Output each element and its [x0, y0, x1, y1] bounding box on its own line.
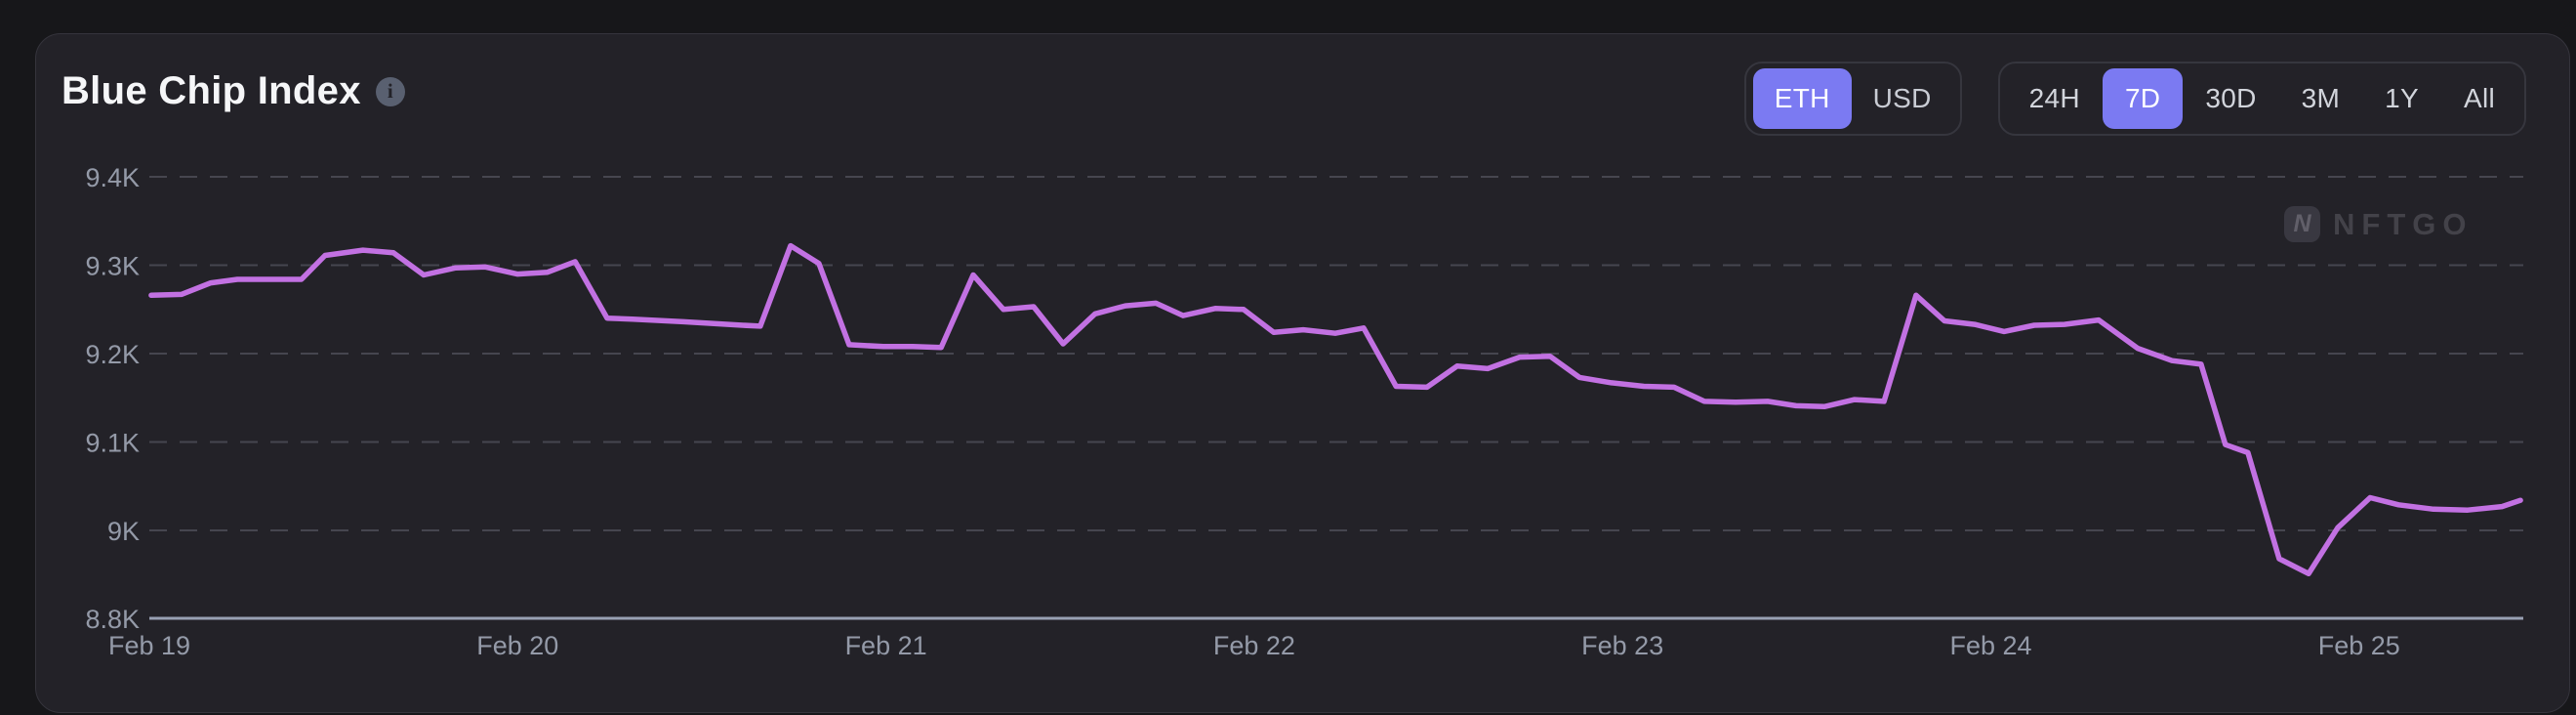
currency-usd-button[interactable]: USD [1852, 68, 1953, 129]
card-header: Blue Chip Index i [61, 69, 405, 113]
price-line [148, 242, 2523, 577]
currency-toggle-group: ETH USD [1743, 62, 1962, 136]
range-all-button[interactable]: All [2441, 68, 2517, 129]
y-tick-label: 8.8K [85, 605, 140, 634]
blue-chip-index-card: Blue Chip Index i ETH USD 24H 7D 30D 3M … [35, 33, 2570, 713]
y-tick-label: 9.3K [85, 252, 140, 281]
page-title: Blue Chip Index [61, 69, 361, 112]
range-3m-button[interactable]: 3M [2279, 68, 2363, 129]
x-tick-label: Feb 19 [108, 631, 190, 660]
range-30d-button[interactable]: 30D [2183, 68, 2278, 129]
currency-eth-button[interactable]: ETH [1752, 68, 1852, 129]
range-7d-button[interactable]: 7D [2102, 68, 2184, 129]
chart-controls: ETH USD 24H 7D 30D 3M 1Y All [1743, 62, 2526, 136]
x-tick-label: Feb 23 [1581, 631, 1663, 660]
y-tick-label: 9.2K [85, 340, 140, 369]
y-tick-label: 9.1K [85, 429, 140, 458]
x-tick-label: Feb 25 [2318, 631, 2400, 660]
x-tick-label: Feb 20 [476, 631, 558, 660]
range-24h-button[interactable]: 24H [2007, 68, 2103, 129]
range-1y-button[interactable]: 1Y [2362, 68, 2441, 129]
info-icon[interactable]: i [375, 76, 405, 106]
y-tick-label: 9K [107, 517, 140, 546]
x-tick-label: Feb 22 [1213, 631, 1295, 660]
y-tick-label: 9.4K [85, 163, 140, 192]
x-tick-label: Feb 21 [845, 631, 927, 660]
nftgo-watermark-text: NFTGO [2333, 206, 2474, 241]
nftgo-logo-icon: N [2284, 206, 2320, 242]
nftgo-watermark: N NFTGO [2284, 206, 2474, 242]
x-tick-label: Feb 24 [1949, 631, 2031, 660]
range-toggle-group: 24H 7D 30D 3M 1Y All [1997, 62, 2526, 136]
